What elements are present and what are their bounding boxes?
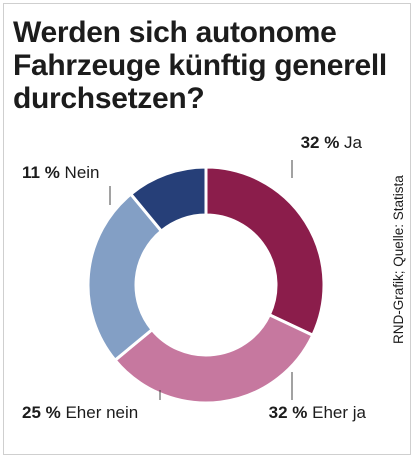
slice-category: Eher ja: [307, 403, 366, 422]
slice-label-nein: 11 % Nein: [22, 163, 100, 182]
slice-label-eher-ja: 32 % Eher ja: [269, 403, 367, 422]
slice-eher-nein: [86, 191, 164, 363]
slice-ja: [204, 165, 326, 338]
slice-value: 11 %: [22, 163, 60, 182]
slice-label-eher-nein: 25 % Eher nein: [22, 403, 138, 422]
slice-value: 32 %: [269, 403, 308, 422]
slice-value: 25 %: [22, 403, 61, 422]
chart-frame: [3, 3, 411, 455]
slice-label-ja: 32 % Ja: [301, 133, 363, 152]
slice-category: Nein: [60, 163, 100, 182]
slice-nein: [128, 165, 208, 234]
slice-category: Eher nein: [61, 403, 139, 422]
slice-value: 32 %: [301, 133, 340, 152]
slice-category: Ja: [339, 133, 362, 152]
slice-eher-ja: [112, 312, 315, 405]
chart-title: Werden sich autonome Fahrzeuge künftig g…: [13, 16, 387, 115]
